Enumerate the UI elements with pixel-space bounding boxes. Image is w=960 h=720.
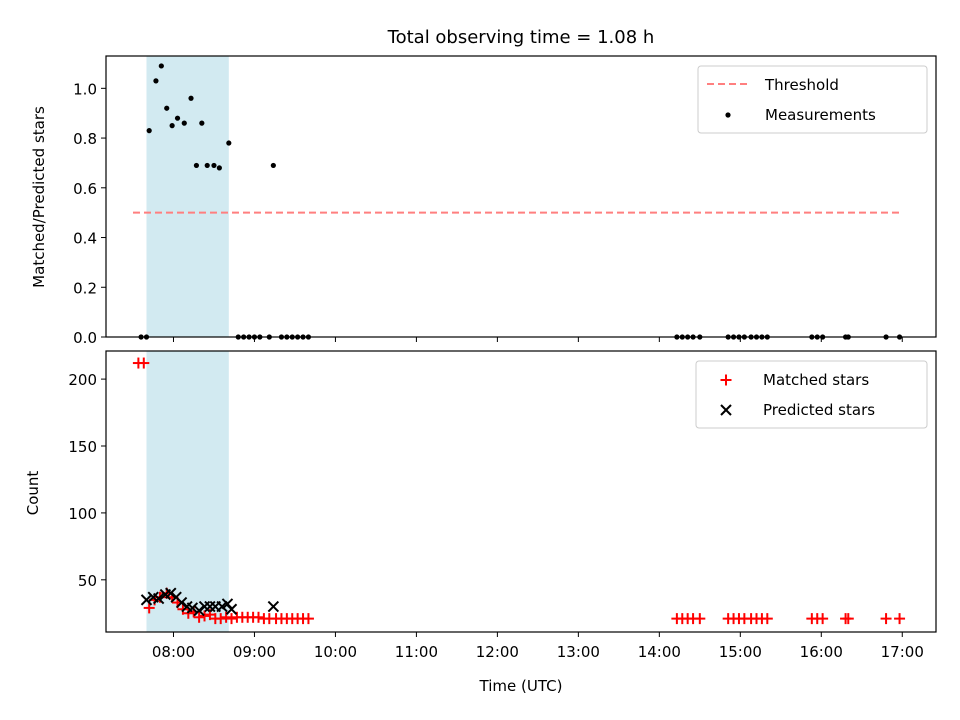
bottom-x-tick-label: 08:00 xyxy=(152,643,195,661)
predicted-star-point xyxy=(186,602,199,614)
matched-star-point xyxy=(253,611,265,623)
bottom-x-tick-label: 16:00 xyxy=(800,643,843,661)
cross-b xyxy=(225,603,238,615)
legend-predicted-swatch xyxy=(720,404,732,416)
measurement-point xyxy=(270,162,276,169)
measurement-point xyxy=(204,162,210,169)
bottom-y-tick-label: 200 xyxy=(68,371,97,389)
matched-star-point xyxy=(138,357,150,369)
top-legend: Threshold Measurements xyxy=(697,65,928,134)
top-plot-area: 0.0 0.2 0.4 0.6 0.8 1.0 Threshold Measurements xyxy=(73,55,937,347)
legend-measurements-label: Measurements xyxy=(765,106,876,124)
predicted-star-point xyxy=(152,592,165,605)
measurement-point xyxy=(153,78,159,84)
top-chart-title: Total observing time = 1.08 h xyxy=(387,27,655,48)
matched-star-point xyxy=(193,611,205,623)
matched-star-point xyxy=(880,613,892,625)
bottom-legend: Matched stars Predicted stars xyxy=(695,360,928,429)
matched-star-point xyxy=(842,613,854,625)
measurement-point xyxy=(193,162,200,169)
cross-b xyxy=(170,591,182,603)
matched-star-point xyxy=(894,613,906,625)
predicted-star-point xyxy=(267,600,280,613)
measurement-point xyxy=(158,63,164,69)
bottom-chart-xlabel: Time (UTC) xyxy=(479,677,563,695)
bottom-y-tick-label: 150 xyxy=(68,438,97,456)
legend-matched-label: Matched stars xyxy=(763,371,869,389)
top-y-tick-label: 0.6 xyxy=(73,180,97,198)
matched-star-point xyxy=(817,613,829,625)
matched-star-point xyxy=(761,613,773,625)
bottom-x-tick-label: 15:00 xyxy=(719,643,762,661)
top-legend-box xyxy=(697,65,928,134)
bottom-y-tick-label: 50 xyxy=(78,572,97,590)
top-y-tick-label: 0.0 xyxy=(73,329,97,347)
legend-predicted-label: Predicted stars xyxy=(763,401,875,419)
measurement-point xyxy=(169,123,175,129)
matched-star-point xyxy=(215,613,227,625)
top-y-tick-label: 0.4 xyxy=(73,230,97,248)
bottom-plot-area: 50 100 150 200 08:00 09:00 10:00 11:00 12:00 13:0… xyxy=(68,350,937,661)
matched-star-point xyxy=(226,613,238,625)
top-shaded-interval xyxy=(146,56,229,337)
measurement-point xyxy=(216,165,222,171)
top-y-tick-label: 0.2 xyxy=(73,279,97,297)
measurement-point xyxy=(146,128,152,134)
bottom-legend-box xyxy=(695,360,928,429)
bottom-chart-ylabel: Count xyxy=(24,471,42,516)
measurement-point xyxy=(188,95,194,101)
predicted-star-point xyxy=(225,603,238,615)
bottom-x-tick-label: 10:00 xyxy=(314,643,357,661)
legend-threshold-label: Threshold xyxy=(764,76,839,94)
top-y-tick-label: 0.8 xyxy=(73,130,97,148)
bottom-axes-frame xyxy=(105,350,937,633)
bottom-x-tick-label: 11:00 xyxy=(395,643,438,661)
cross-b xyxy=(720,404,732,416)
bottom-x-tick-label: 17:00 xyxy=(881,643,924,661)
bottom-shaded-interval xyxy=(146,351,229,632)
bottom-x-tick-label: 09:00 xyxy=(233,643,276,661)
top-y-tick-label: 1.0 xyxy=(73,80,97,98)
cross-b xyxy=(140,594,153,606)
measurement-point xyxy=(174,115,181,121)
measurement-point xyxy=(181,120,187,126)
cross-b xyxy=(186,602,199,614)
cross-b xyxy=(267,600,280,613)
matched-star-point xyxy=(694,613,706,625)
cross-b xyxy=(147,591,159,603)
legend-matched-swatch xyxy=(720,374,732,386)
legend-measurements-swatch xyxy=(725,112,731,118)
cross-b xyxy=(152,592,165,605)
bottom-x-tick-label: 12:00 xyxy=(476,643,519,661)
bottom-y-tick-label: 100 xyxy=(68,505,97,523)
measurement-point xyxy=(164,105,170,111)
bottom-x-tick-label: 13:00 xyxy=(557,643,600,661)
cross-b xyxy=(181,600,193,613)
measurement-point xyxy=(226,140,232,146)
measurement-point xyxy=(199,120,205,126)
matched-star-point xyxy=(199,610,211,622)
bottom-x-tick-label: 14:00 xyxy=(638,643,681,661)
top-chart-ylabel: Matched/Predicted stars xyxy=(30,106,48,288)
matched-star-point xyxy=(143,602,155,614)
matched-star-point xyxy=(302,613,314,625)
top-axes-frame xyxy=(105,55,937,338)
measurement-point xyxy=(211,162,217,169)
predicted-star-point xyxy=(140,594,153,606)
